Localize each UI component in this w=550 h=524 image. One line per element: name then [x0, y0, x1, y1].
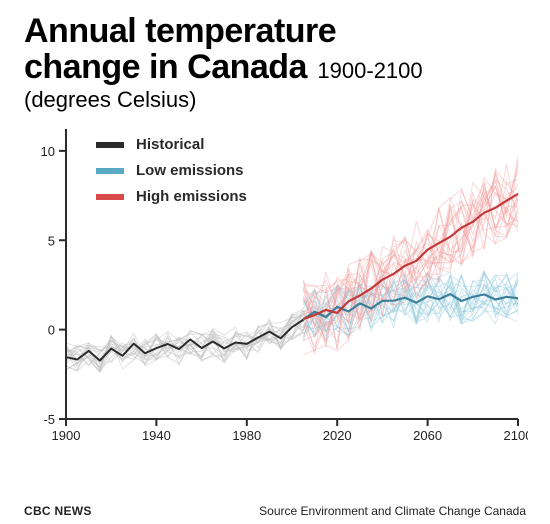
legend: Historical Low emissions High emissions: [96, 136, 247, 205]
x-tick-label: 2060: [413, 428, 442, 443]
legend-label: Historical: [136, 136, 204, 153]
chart-title-range: 1900-2100: [317, 58, 422, 83]
source-credit: Source Environment and Climate Change Ca…: [259, 504, 526, 518]
legend-swatch: [96, 194, 124, 200]
x-tick-label: 2020: [323, 428, 352, 443]
legend-label: Low emissions: [136, 162, 244, 179]
x-tick-label: 2100: [504, 428, 528, 443]
legend-swatch: [96, 142, 124, 148]
chart-title-line1: Annual temperature: [24, 14, 526, 50]
y-tick-label: 10: [41, 144, 55, 159]
temperature-chart: -5 0 5 10 1900 1940 1980 2020 2060 2100 Historical…: [18, 123, 528, 453]
x-tick-label: 1940: [142, 428, 171, 443]
x-tick-label: 1900: [52, 428, 81, 443]
chart-title-line2: change in Canada: [24, 48, 307, 86]
x-tick-label: 1980: [232, 428, 261, 443]
y-tick-label: 5: [48, 234, 55, 249]
legend-swatch: [96, 168, 124, 174]
y-tick-label: -5: [43, 412, 55, 427]
y-tick-label: 0: [48, 323, 55, 338]
outlet-credit: CBC NEWS: [24, 504, 92, 518]
chart-subtitle: (degrees Celsius): [24, 87, 526, 113]
legend-label: High emissions: [136, 188, 247, 205]
